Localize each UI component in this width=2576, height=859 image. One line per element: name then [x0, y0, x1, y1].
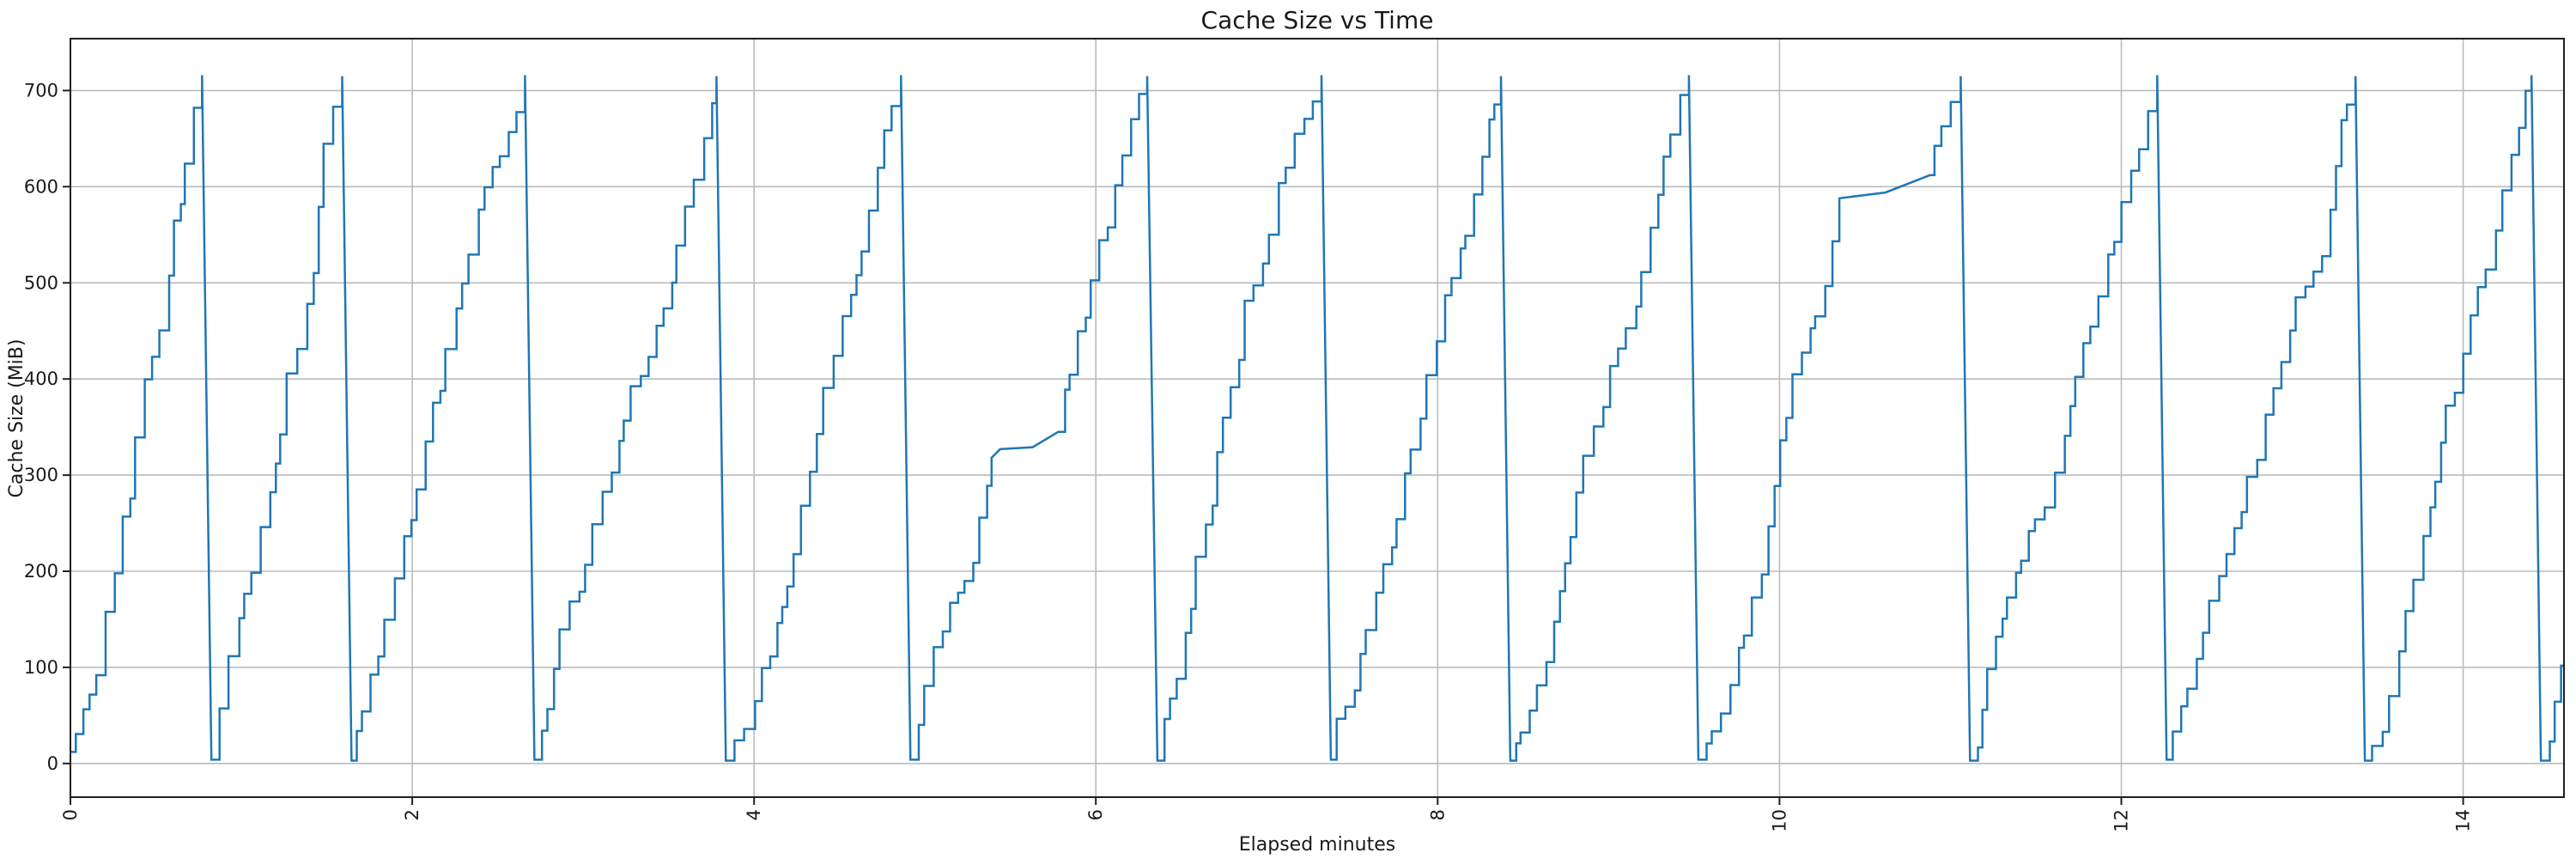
x-tick-label: 12 [2111, 809, 2132, 832]
axis-ticks [63, 89, 2464, 805]
y-tick-label: 700 [24, 80, 58, 101]
x-tick-label: 4 [744, 809, 764, 820]
x-tick-label: 2 [402, 809, 422, 820]
cache-size-line-series [70, 75, 2564, 762]
x-tick-label: 0 [60, 809, 81, 820]
grid-lines [70, 39, 2564, 797]
y-axis-label: Cache Size (MiB) [6, 339, 27, 498]
x-tick-label: 14 [2453, 809, 2474, 832]
y-tick-label: 200 [24, 561, 58, 582]
x-axis-label: Elapsed minutes [1239, 834, 1395, 856]
plot-border [70, 38, 2565, 798]
y-tick-label: 300 [24, 465, 58, 485]
y-tick-label: 0 [47, 753, 58, 774]
y-tick-label: 600 [24, 176, 58, 197]
x-tick-label: 8 [1427, 809, 1448, 820]
y-tick-label: 500 [24, 272, 58, 293]
y-tick-label: 400 [24, 369, 58, 389]
y-tick-label: 100 [24, 657, 58, 678]
tick-labels: 0 2 4 6 8 10 12 14 0 100 200 300 400 500 600 700 [24, 80, 2474, 832]
x-tick-label: 6 [1085, 809, 1106, 820]
x-tick-label: 10 [1769, 809, 1789, 832]
chart-title: Cache Size vs Time [1201, 6, 1434, 34]
